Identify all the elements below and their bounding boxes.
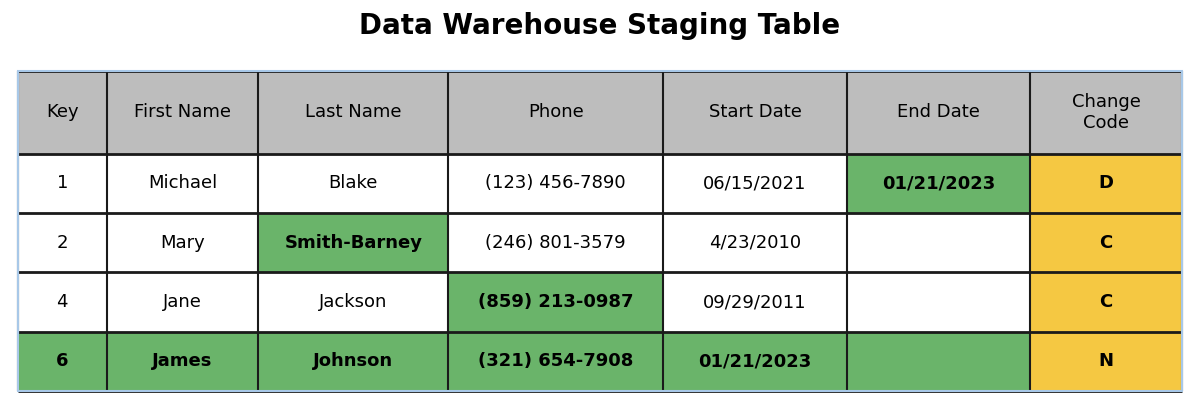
Bar: [18, 213, 107, 272]
Text: Last Name: Last Name: [305, 103, 402, 121]
Text: Change
Code: Change Code: [1072, 93, 1140, 131]
Text: (246) 801-3579: (246) 801-3579: [486, 234, 626, 252]
Text: 4: 4: [56, 293, 68, 311]
Bar: [18, 71, 107, 154]
Text: N: N: [1098, 352, 1114, 370]
Text: 09/29/2011: 09/29/2011: [703, 293, 806, 311]
Text: Start Date: Start Date: [708, 103, 802, 121]
Text: End Date: End Date: [898, 103, 980, 121]
Text: First Name: First Name: [134, 103, 230, 121]
Text: D: D: [1098, 174, 1114, 193]
Text: 01/21/2023: 01/21/2023: [698, 352, 811, 370]
Text: 1: 1: [56, 174, 68, 193]
Text: Jane: Jane: [163, 293, 202, 311]
Text: Johnson: Johnson: [313, 352, 394, 370]
Text: Michael: Michael: [148, 174, 217, 193]
Text: 06/15/2021: 06/15/2021: [703, 174, 806, 193]
Text: 2: 2: [56, 234, 68, 252]
Bar: [18, 272, 107, 332]
Text: Phone: Phone: [528, 103, 583, 121]
Text: Mary: Mary: [160, 234, 205, 252]
Text: 4/23/2010: 4/23/2010: [709, 234, 802, 252]
Text: Jackson: Jackson: [319, 293, 388, 311]
Text: Data Warehouse Staging Table: Data Warehouse Staging Table: [360, 12, 840, 40]
Text: James: James: [152, 352, 212, 370]
Text: Key: Key: [46, 103, 78, 121]
Text: 6: 6: [56, 352, 68, 370]
Bar: [18, 332, 107, 391]
Text: 01/21/2023: 01/21/2023: [882, 174, 995, 193]
Text: C: C: [1099, 293, 1112, 311]
Bar: [18, 154, 107, 213]
Text: Smith-Barney: Smith-Barney: [284, 234, 422, 252]
Text: Blake: Blake: [329, 174, 378, 193]
Text: (859) 213-0987: (859) 213-0987: [478, 293, 634, 311]
Text: (123) 456-7890: (123) 456-7890: [486, 174, 626, 193]
Text: C: C: [1099, 234, 1112, 252]
Text: (321) 654-7908: (321) 654-7908: [478, 352, 634, 370]
